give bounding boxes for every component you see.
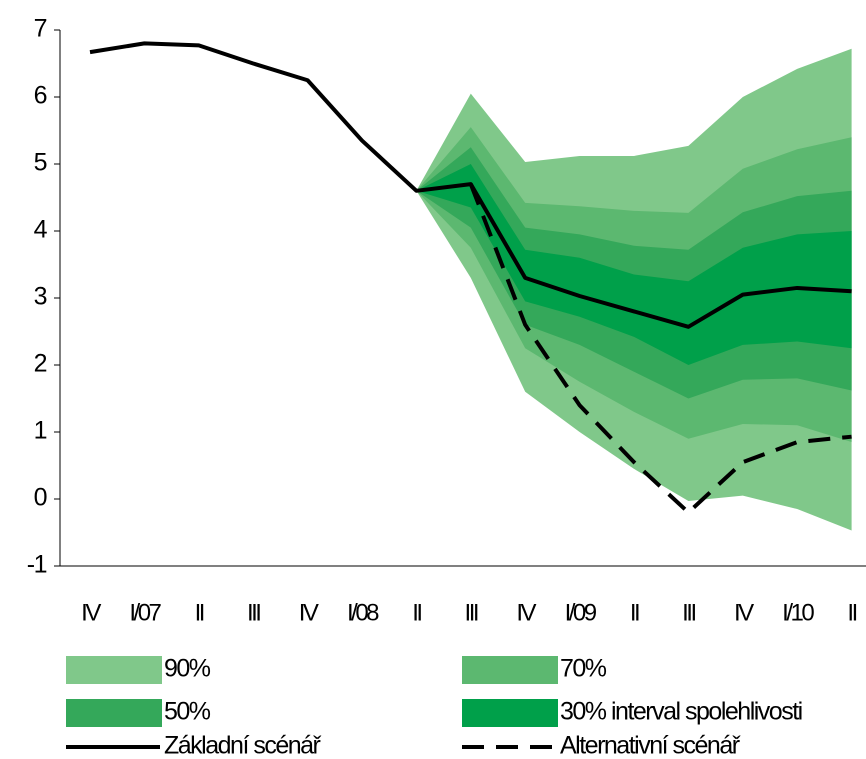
x-tick-label: IV bbox=[81, 599, 101, 626]
y-tick-label: 0 bbox=[34, 484, 47, 512]
y-tick-label: 4 bbox=[34, 216, 48, 244]
x-tick-label: III bbox=[682, 599, 695, 626]
legend-swatch bbox=[462, 699, 558, 727]
y-tick-label: 7 bbox=[34, 15, 47, 43]
fan-band bbox=[416, 164, 852, 365]
y-tick-label: 1 bbox=[34, 417, 47, 445]
x-tick-label: I/07 bbox=[129, 599, 161, 626]
x-tick-label: IV bbox=[734, 599, 754, 626]
y-tick-label: -1 bbox=[27, 551, 47, 579]
x-tick-label: I/10 bbox=[782, 599, 814, 626]
y-tick-label: 5 bbox=[34, 149, 47, 177]
x-tick-label: II bbox=[195, 599, 204, 626]
x-tick-label: II bbox=[412, 599, 421, 626]
x-tick-label: III bbox=[465, 599, 478, 626]
legend-label: 70% bbox=[560, 655, 607, 683]
legend-label: 50% bbox=[164, 698, 211, 726]
x-tick-label: II bbox=[847, 599, 856, 626]
y-tick-label: 6 bbox=[34, 82, 47, 110]
x-tick-label: I/09 bbox=[565, 599, 597, 626]
x-tick-label: I/08 bbox=[347, 599, 379, 626]
legend-swatch bbox=[462, 656, 558, 684]
y-tick-label: 2 bbox=[34, 350, 47, 378]
legend-label: Alternativní scénář bbox=[560, 732, 741, 759]
x-tick-label: IV bbox=[299, 599, 319, 626]
legend-label: Základní scénář bbox=[164, 732, 322, 759]
x-tick-label: II bbox=[630, 599, 639, 626]
line bbox=[468, 183, 852, 515]
y-tick-label: 3 bbox=[34, 283, 47, 311]
legend-label: 90% bbox=[164, 655, 211, 683]
x-tick-label: IV bbox=[516, 599, 536, 626]
legend-label: 30% interval spolehlivosti bbox=[560, 698, 802, 726]
legend-swatch bbox=[66, 656, 162, 684]
x-tick-label: III bbox=[247, 599, 260, 626]
legend-swatch bbox=[66, 699, 162, 727]
